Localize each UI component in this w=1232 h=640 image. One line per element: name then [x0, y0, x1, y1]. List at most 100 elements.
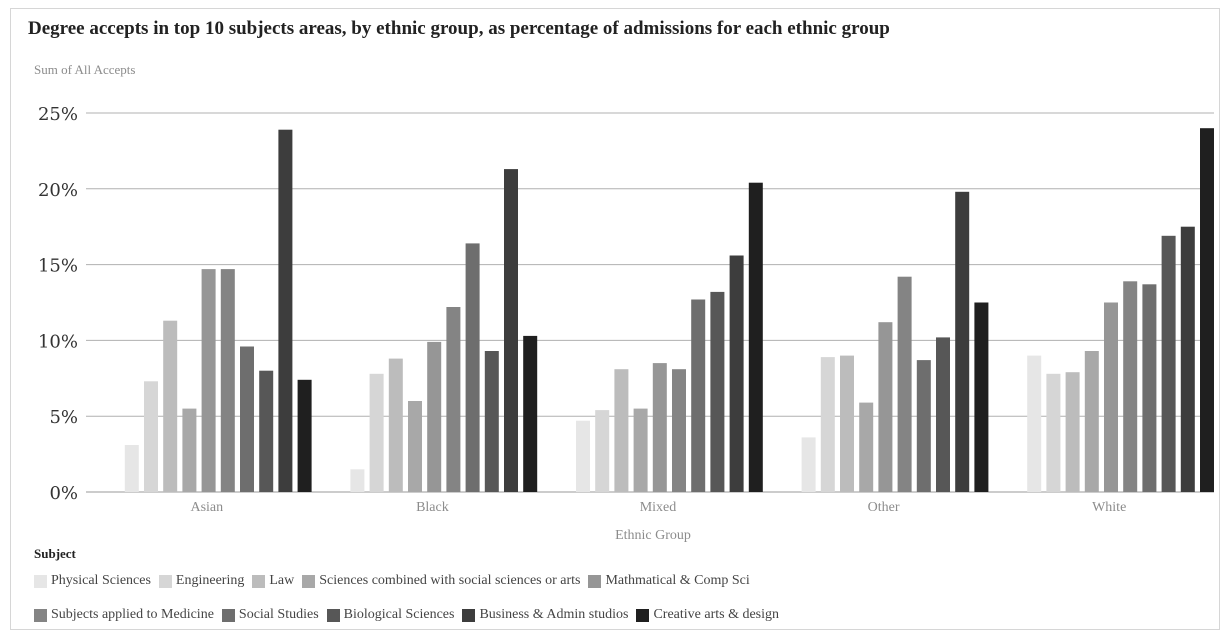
legend-item: Subjects applied to Medicine	[34, 606, 214, 624]
legend-label: Biological Sciences	[343, 607, 455, 622]
bar	[1180, 226, 1195, 492]
legend-swatch	[636, 608, 650, 622]
bar	[897, 276, 912, 492]
legend-label: Sciences combined with social sciences o…	[319, 573, 581, 588]
legend-swatch	[326, 608, 340, 622]
legend-swatch	[34, 608, 47, 622]
bar	[595, 410, 610, 492]
legend-swatch	[302, 574, 316, 588]
legend: Physical Sciences Engineering Law Sciences …	[34, 572, 1194, 624]
chart-title: Degree accepts in top 10 subjects areas,…	[28, 18, 890, 39]
x-tick-labels: Asian Black Mixed Other White	[190, 500, 1126, 515]
x-tick-label: White	[1092, 500, 1126, 515]
bar	[350, 469, 365, 492]
bar	[427, 341, 442, 492]
legend-title: Subject	[34, 546, 76, 561]
legend-label: Engineering	[175, 573, 245, 588]
bar	[576, 420, 590, 492]
x-tick-label: Asian	[190, 500, 223, 515]
bar	[1200, 128, 1214, 492]
legend-label: Law	[269, 573, 295, 588]
legend-swatch	[158, 574, 172, 588]
legend-swatch	[588, 574, 602, 588]
legend-item: Law	[252, 572, 294, 590]
legend-item: Physical Sciences	[34, 572, 151, 590]
bar	[840, 355, 854, 492]
bar	[163, 320, 178, 492]
bar	[652, 363, 667, 492]
legend-item: Mathmatical & Comp Sci	[588, 572, 750, 590]
bar	[484, 351, 499, 492]
bar	[1027, 355, 1042, 492]
bars	[124, 128, 1214, 493]
x-tick-label: Mixed	[640, 500, 677, 515]
bar	[1065, 372, 1080, 492]
y-tick-label: 15%	[38, 256, 78, 277]
y-tick-label: 5%	[49, 407, 78, 428]
bar	[748, 182, 763, 492]
legend-label: Mathmatical & Comp Sci	[605, 573, 750, 588]
bar	[144, 381, 158, 492]
x-axis-label: Ethnic Group	[615, 528, 691, 543]
legend-item: Engineering	[158, 572, 245, 590]
bar	[710, 291, 725, 492]
bar	[446, 307, 461, 492]
bar	[1084, 351, 1099, 492]
bar	[124, 445, 139, 492]
bar	[182, 408, 197, 492]
bar	[220, 269, 235, 492]
bar	[240, 346, 254, 492]
bar	[878, 322, 893, 492]
legend-item: Creative arts & design	[636, 606, 779, 624]
y-tick-label: 25%	[38, 104, 78, 125]
legend-item: Business & Admin studios	[462, 606, 628, 624]
grid-lines	[86, 112, 1214, 493]
legend-swatch	[462, 608, 476, 622]
bar	[1161, 235, 1176, 493]
legend-label: Business & Admin studios	[479, 607, 629, 622]
bar	[974, 302, 989, 492]
legend-item: Sciences combined with social sciences o…	[302, 572, 580, 590]
bar	[729, 255, 744, 492]
bar	[633, 408, 648, 492]
bar	[278, 129, 293, 492]
bar	[523, 335, 538, 492]
bar	[672, 369, 686, 492]
y-tick-labels: 0% 5% 10% 15% 20% 25%	[38, 104, 78, 504]
legend-label: Physical Sciences	[51, 573, 151, 588]
bar	[691, 299, 706, 492]
bar	[614, 369, 629, 492]
legend-swatch	[252, 574, 266, 588]
legend-label: Social Studies	[238, 607, 319, 622]
bar	[1104, 302, 1118, 492]
x-tick-label: Black	[416, 500, 449, 515]
bar	[1142, 284, 1157, 492]
bar	[1046, 373, 1061, 492]
y-tick-label: 10%	[38, 331, 78, 352]
legend-swatch	[221, 608, 235, 622]
bar	[259, 370, 274, 492]
bar	[936, 337, 950, 492]
bar	[801, 437, 816, 492]
bar	[955, 191, 970, 493]
bar	[504, 169, 518, 492]
bar	[408, 401, 422, 492]
bar	[465, 243, 480, 492]
y-tick-label: 0%	[49, 483, 78, 504]
bar	[297, 379, 312, 492]
bar	[369, 373, 384, 492]
bar	[1123, 281, 1138, 492]
bar	[820, 357, 835, 492]
legend-item: Biological Sciences	[326, 606, 455, 624]
bar	[201, 269, 216, 492]
chart-subtitle: Sum of All Accepts	[34, 62, 136, 77]
bar	[859, 402, 874, 492]
y-tick-label: 20%	[38, 180, 78, 201]
legend-label: Creative arts & design	[653, 607, 780, 622]
legend-label: Subjects applied to Medicine	[51, 607, 214, 622]
bar	[388, 358, 403, 492]
legend-swatch	[34, 574, 47, 588]
bar	[916, 360, 931, 492]
x-tick-label: Other	[868, 500, 900, 515]
